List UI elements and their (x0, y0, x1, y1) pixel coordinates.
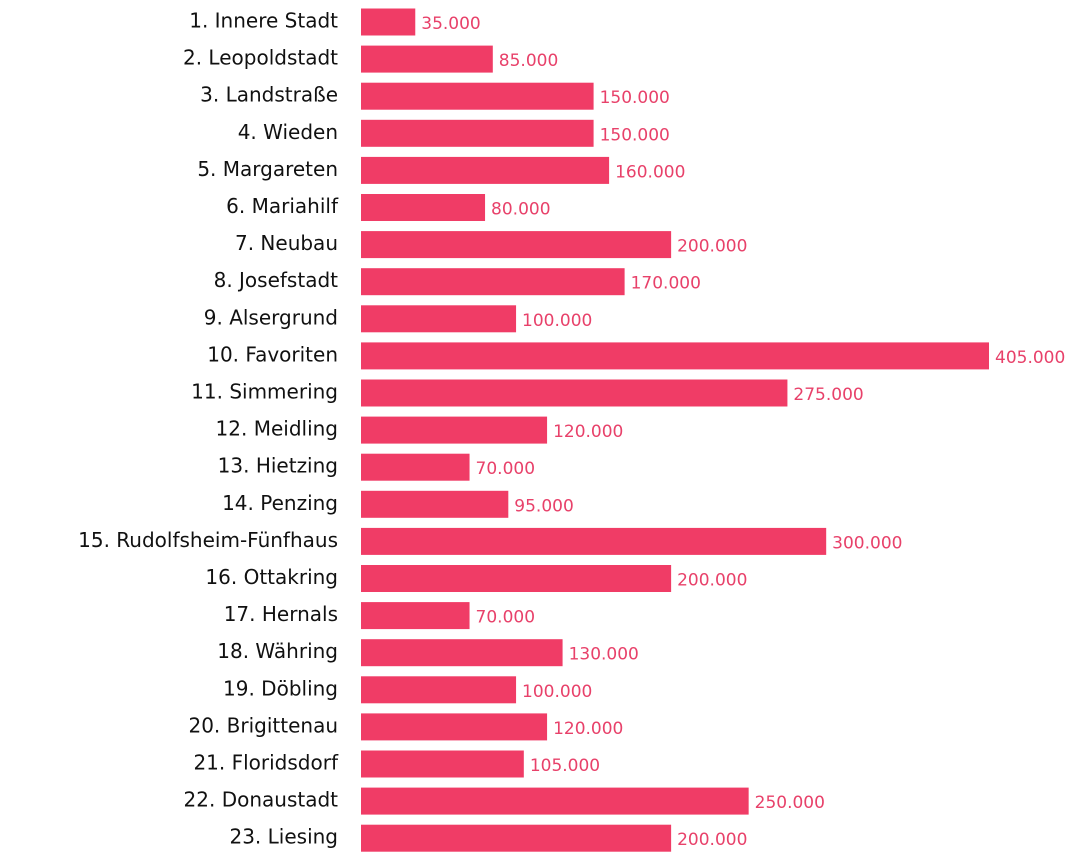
bar (361, 268, 625, 296)
bar (361, 342, 989, 370)
bar (361, 527, 827, 555)
category-label: 9. Alsergrund (204, 305, 338, 329)
bar (361, 82, 594, 110)
bar (361, 565, 672, 592)
value-label: 405.000 (995, 348, 1065, 368)
bar (361, 379, 788, 407)
category-label: 7. Neubau (235, 231, 338, 255)
value-label: 100.000 (522, 682, 592, 702)
value-label: 200.000 (677, 571, 747, 591)
category-label: 6. Mariahilf (226, 194, 339, 218)
category-label: 11. Simmering (191, 380, 338, 404)
category-label: 16. Ottakring (205, 565, 338, 589)
value-label: 200.000 (677, 830, 747, 850)
bar (361, 713, 548, 741)
category-label: 2. Leopoldstadt (183, 46, 338, 70)
bar (361, 787, 749, 815)
value-label: 200.000 (677, 237, 747, 257)
bar (361, 305, 517, 333)
value-label: 130.000 (569, 645, 639, 665)
category-label: 4. Wieden (238, 120, 338, 144)
value-label: 105.000 (530, 756, 600, 776)
category-label: 3. Landstraße (200, 83, 338, 107)
value-label: 120.000 (553, 422, 623, 442)
category-label: 14. Penzing (222, 491, 338, 515)
category-label: 8. Josefstadt (214, 268, 339, 292)
bar (361, 194, 486, 221)
bar (361, 453, 470, 481)
category-label: 18. Währing (217, 639, 338, 663)
value-label: 35.000 (421, 14, 480, 34)
value-label: 70.000 (476, 459, 535, 479)
category-label: 13. Hietzing (218, 454, 338, 478)
value-label: 300.000 (832, 533, 902, 553)
bar (361, 676, 517, 704)
bar (361, 602, 470, 630)
bar (361, 490, 509, 518)
category-label: 12. Meidling (216, 417, 338, 441)
value-label: 150.000 (600, 88, 670, 108)
bar (361, 8, 416, 36)
category-label: 15. Rudolfsheim-Fünfhaus (78, 528, 338, 552)
bar (361, 45, 493, 73)
bar (361, 824, 672, 852)
category-label: 17. Hernals (224, 602, 338, 626)
value-label: 275.000 (793, 385, 863, 405)
value-label: 250.000 (755, 793, 825, 813)
category-label: 23. Liesing (229, 825, 338, 849)
value-label: 100.000 (522, 311, 592, 331)
bar (361, 750, 524, 778)
bar (361, 119, 594, 147)
value-label: 95.000 (514, 496, 573, 516)
value-label: 70.000 (476, 608, 535, 628)
category-label: 21. Floridsdorf (193, 751, 339, 775)
bar (361, 156, 610, 184)
bar (361, 639, 563, 667)
category-label: 19. Döbling (223, 676, 338, 700)
category-label: 10. Favoriten (207, 342, 338, 366)
value-label: 160.000 (615, 162, 685, 182)
bar (361, 231, 672, 259)
category-label: 20. Brigittenau (188, 713, 338, 737)
category-label: 1. Innere Stadt (189, 9, 338, 33)
category-label: 5. Margareten (197, 157, 338, 181)
value-label: 120.000 (553, 719, 623, 739)
bar (361, 416, 548, 444)
category-label: 22. Donaustadt (184, 788, 339, 812)
value-label: 170.000 (631, 274, 701, 294)
value-label: 85.000 (499, 51, 558, 71)
value-label: 80.000 (491, 200, 550, 220)
value-label: 150.000 (600, 125, 670, 145)
